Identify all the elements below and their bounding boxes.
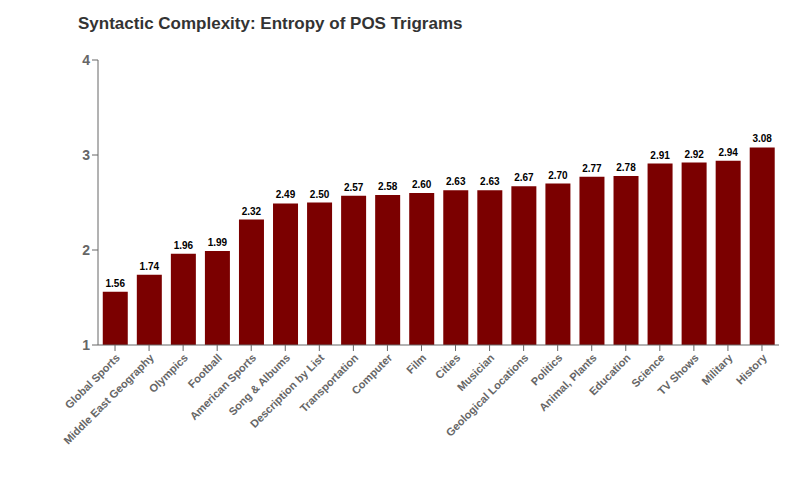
svg-text:2.78: 2.78 — [616, 162, 636, 173]
svg-text:Football: Football — [185, 351, 225, 391]
svg-text:2.60: 2.60 — [412, 179, 432, 190]
svg-text:Military: Military — [699, 351, 735, 387]
svg-text:1.99: 1.99 — [208, 237, 228, 248]
html-text:Syntactic Complexity: Entropy: Syntactic Complexity: Entropy of POS Tri… — [78, 14, 463, 33]
svg-text:Middle East Geography: Middle East Geography — [61, 351, 157, 447]
svg-text:Song & Albums: Song & Albums — [226, 351, 292, 417]
svg-text:2.49: 2.49 — [276, 189, 296, 200]
svg-text:2.58: 2.58 — [378, 181, 398, 192]
svg-text:Global Sports: Global Sports — [62, 351, 122, 411]
svg-text:3.08: 3.08 — [752, 133, 772, 144]
svg-text:Film: Film — [404, 351, 429, 376]
svg-text:Animal, Plants: Animal, Plants — [537, 351, 599, 413]
svg-text:2.67: 2.67 — [514, 172, 534, 183]
svg-text:Education: Education — [587, 351, 633, 397]
svg-text:1.74: 1.74 — [140, 261, 160, 272]
svg-text:2.63: 2.63 — [446, 176, 466, 187]
svg-text:3: 3 — [82, 147, 90, 163]
svg-text:2: 2 — [82, 242, 90, 258]
svg-text:History: History — [734, 351, 770, 387]
svg-text:2.63: 2.63 — [480, 176, 500, 187]
svg-text:American Sports: American Sports — [187, 351, 259, 423]
svg-text:2.32: 2.32 — [242, 206, 262, 217]
svg-text:Politics: Politics — [528, 351, 565, 388]
svg-text:2.91: 2.91 — [650, 150, 670, 161]
svg-text:2.57: 2.57 — [344, 182, 364, 193]
svg-text:TV Shows: TV Shows — [655, 351, 701, 397]
svg-text:Musician: Musician — [454, 351, 497, 394]
svg-text:Cities: Cities — [433, 351, 463, 381]
svg-text:1: 1 — [82, 337, 90, 353]
svg-text:2.50: 2.50 — [310, 189, 330, 200]
svg-text:Olympics: Olympics — [147, 351, 191, 395]
svg-text:2.92: 2.92 — [684, 149, 704, 160]
svg-text:1.56: 1.56 — [106, 278, 126, 289]
svg-text:Description by List: Description by List — [247, 351, 327, 430]
svg-text:Transportation: Transportation — [297, 351, 360, 414]
svg-text:Computer: Computer — [349, 351, 395, 397]
svg-text:2.70: 2.70 — [548, 170, 568, 181]
svg-text:Science: Science — [628, 351, 667, 390]
svg-text:4: 4 — [82, 52, 90, 68]
svg-text:1.96: 1.96 — [174, 240, 194, 251]
svg-text:Geological Locations: Geological Locations — [443, 351, 530, 438]
svg-text:2.94: 2.94 — [718, 147, 738, 158]
svg-text:2.77: 2.77 — [582, 163, 602, 174]
